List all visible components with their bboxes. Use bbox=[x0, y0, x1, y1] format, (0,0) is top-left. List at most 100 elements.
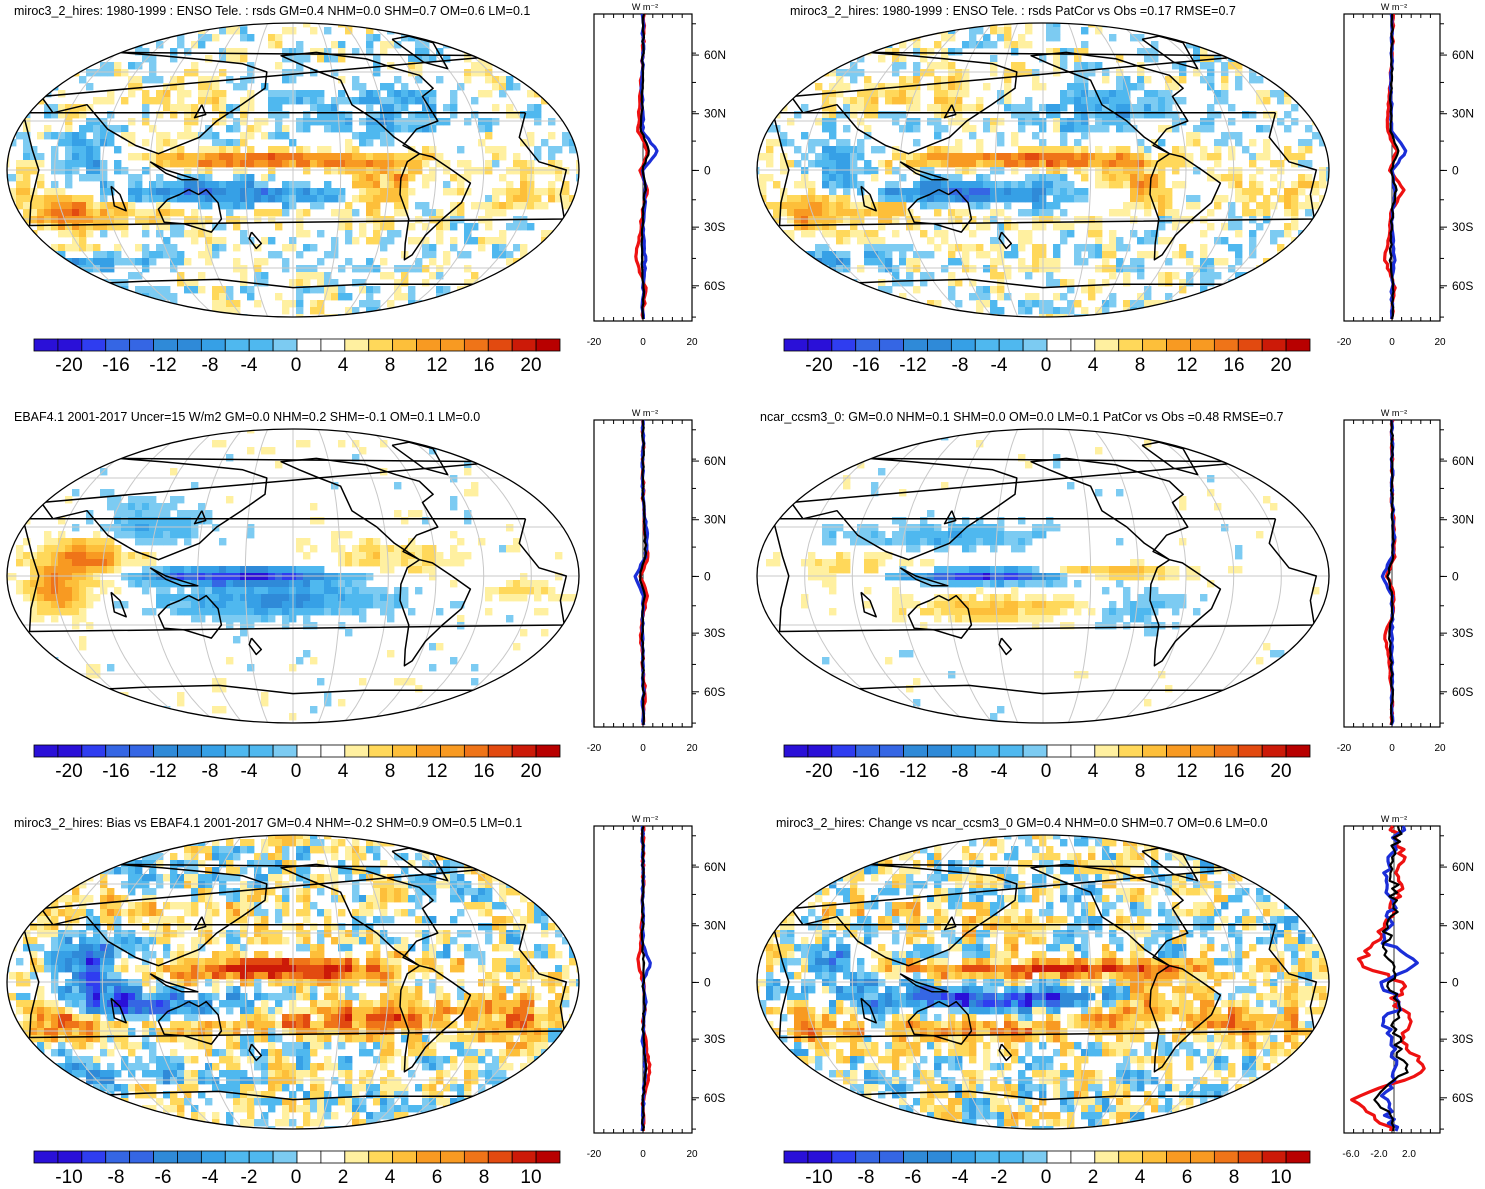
colorbar-box bbox=[82, 1151, 106, 1163]
colorbar-box bbox=[975, 1151, 999, 1163]
colorbar-box bbox=[808, 339, 832, 351]
zonal-lat-label: 60N bbox=[1452, 48, 1474, 62]
map-p2 bbox=[752, 20, 1334, 320]
zonal-lat-label: 60N bbox=[704, 860, 726, 874]
colorbar-box bbox=[1190, 745, 1214, 757]
colorbar-box bbox=[880, 1151, 904, 1163]
colorbar-box bbox=[1143, 745, 1167, 757]
panel-title: miroc3_2_hires: 1980-1999 : ENSO Tele. :… bbox=[790, 4, 1236, 18]
colorbar-box bbox=[225, 745, 249, 757]
colorbar-box bbox=[1023, 339, 1047, 351]
colorbar-box bbox=[1286, 339, 1310, 351]
colorbar-label: -4 bbox=[991, 355, 1008, 377]
colorbar-box bbox=[856, 745, 880, 757]
colorbar-label: -2 bbox=[991, 1167, 1008, 1189]
colorbar-box bbox=[130, 1151, 154, 1163]
map-p5 bbox=[2, 832, 584, 1132]
colorbar-box bbox=[1262, 745, 1286, 757]
colorbar-label: 12 bbox=[1176, 761, 1197, 783]
colorbar-label: 10 bbox=[1270, 1167, 1291, 1189]
colorbar-label: 20 bbox=[520, 761, 541, 783]
colorbar-label: 12 bbox=[426, 761, 447, 783]
zonal-x-label: 20 bbox=[686, 743, 698, 754]
colorbar-label: 8 bbox=[385, 355, 396, 377]
colorbar-box bbox=[34, 339, 58, 351]
zonal-lat-label: 60N bbox=[704, 48, 726, 62]
colorbar-box bbox=[249, 745, 273, 757]
zonal-x-label: 20 bbox=[1434, 337, 1446, 348]
colorbar-box bbox=[154, 339, 178, 351]
zonal-x-label: 2.0 bbox=[1402, 1149, 1416, 1160]
colorbar-label: 6 bbox=[432, 1167, 443, 1189]
colorbar-box bbox=[369, 339, 393, 351]
colorbar-box bbox=[393, 745, 417, 757]
colorbar-label: -4 bbox=[241, 761, 258, 783]
zonal-lat-label: 60S bbox=[1452, 685, 1473, 699]
colorbar-box bbox=[34, 745, 58, 757]
colorbar-box bbox=[417, 339, 441, 351]
colorbar-box bbox=[249, 339, 273, 351]
zonal-x-label: -20 bbox=[587, 743, 602, 754]
colorbar-box bbox=[58, 339, 82, 351]
colorbar-box bbox=[58, 1151, 82, 1163]
zonal-lat-label: 0 bbox=[704, 569, 711, 583]
colorbar-label: -4 bbox=[991, 761, 1008, 783]
colorbar-box bbox=[832, 339, 856, 351]
panel-title: EBAF4.1 2001-2017 Uncer=15 W/m2 GM=0.0 N… bbox=[14, 410, 480, 424]
colorbar-box bbox=[512, 339, 536, 351]
colorbar-box bbox=[927, 339, 951, 351]
zonal-x-label: 0 bbox=[640, 1149, 646, 1160]
colorbar-box bbox=[1047, 339, 1071, 351]
colorbar-box bbox=[1167, 745, 1191, 757]
zonal-lat-label: 60S bbox=[1452, 279, 1473, 293]
zonal-lat-label: 60N bbox=[1452, 860, 1474, 874]
colorbar-box bbox=[999, 339, 1023, 351]
colorbar-label: 20 bbox=[520, 355, 541, 377]
colorbar-box bbox=[832, 745, 856, 757]
zonal-unit-label: W m⁻² bbox=[632, 2, 658, 12]
colorbar-box bbox=[1262, 1151, 1286, 1163]
colorbar-box bbox=[904, 745, 928, 757]
colorbar-labels-p1: -20 -16 -12 -8 -4 0 4 8 12 16 20 bbox=[34, 355, 560, 377]
colorbar-box bbox=[106, 339, 130, 351]
zonal-lat-label: 30S bbox=[1452, 220, 1473, 234]
colorbar-label: 16 bbox=[1223, 355, 1244, 377]
colorbar-box bbox=[951, 1151, 975, 1163]
colorbar-box bbox=[225, 1151, 249, 1163]
colorbar-box bbox=[249, 1151, 273, 1163]
colorbar-box bbox=[130, 745, 154, 757]
zonal-lat-label: 60S bbox=[704, 1091, 725, 1105]
colorbar-box bbox=[784, 339, 808, 351]
colorbar-box bbox=[999, 1151, 1023, 1163]
colorbar-box bbox=[1023, 1151, 1047, 1163]
zonal-lat-label: 30N bbox=[704, 107, 726, 121]
colorbar-box bbox=[440, 745, 464, 757]
colorbar-label: -16 bbox=[852, 761, 879, 783]
colorbar-label: 0 bbox=[1041, 1167, 1052, 1189]
zonal-x-label: -20 bbox=[587, 1149, 602, 1160]
colorbar-box bbox=[201, 339, 225, 351]
zonal-lat-label: 30S bbox=[1452, 1032, 1473, 1046]
colorbar-label: 0 bbox=[291, 761, 302, 783]
colorbar-box bbox=[1262, 339, 1286, 351]
colorbar-box bbox=[130, 339, 154, 351]
colorbar-box bbox=[856, 1151, 880, 1163]
zonal-lat-label: 30S bbox=[1452, 626, 1473, 640]
zonal-x-label: 0 bbox=[640, 337, 646, 348]
colorbar-label: 8 bbox=[1229, 1167, 1240, 1189]
colorbar-box bbox=[464, 339, 488, 351]
zonal-lat-label: 60S bbox=[1452, 1091, 1473, 1105]
colorbar-box bbox=[1095, 745, 1119, 757]
colorbar-box bbox=[1167, 1151, 1191, 1163]
colorbar-box bbox=[975, 339, 999, 351]
colorbar-label: -10 bbox=[55, 1167, 82, 1189]
colorbar-box bbox=[951, 339, 975, 351]
colorbar-label: -12 bbox=[149, 355, 176, 377]
colorbar-box bbox=[1119, 1151, 1143, 1163]
colorbar-box bbox=[1190, 339, 1214, 351]
colorbar-box bbox=[417, 1151, 441, 1163]
colorbar-box bbox=[1047, 1151, 1071, 1163]
